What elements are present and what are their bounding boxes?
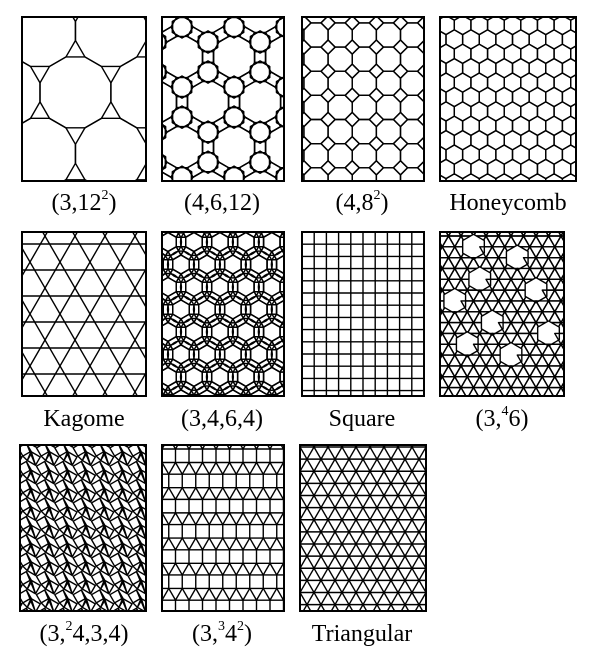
- caption-4-6-12: (4,6,12): [184, 190, 260, 216]
- tiling-panel-3-3-4-2: [161, 444, 285, 612]
- panel-frame: [161, 231, 285, 397]
- tiling-panel-honeycomb: [439, 16, 577, 182]
- caption-3-4-6: (3,46): [475, 404, 529, 433]
- tiling-panel-3-4-6: [439, 231, 565, 397]
- caption-kagome: Kagome: [43, 406, 125, 432]
- panel-frame: [439, 231, 565, 397]
- panel-frame: [439, 16, 577, 182]
- panel-frame: [299, 444, 427, 612]
- tiling-panel-triangular: [299, 444, 427, 612]
- caption-3-2-4-3-4: (3,24,3,4): [39, 619, 129, 648]
- panel-frame: [301, 16, 425, 182]
- caption-honeycomb: Honeycomb: [449, 190, 567, 216]
- panel-frame: [21, 16, 147, 182]
- tiling-panel-3-2-4-3-4: [19, 444, 147, 612]
- panel-frame: [21, 231, 147, 397]
- tiling-panel-4-6-12: [161, 16, 285, 182]
- tiling-panel-kagome: [21, 231, 147, 397]
- caption-square: Square: [328, 406, 396, 432]
- caption-3-12-2: (3,122): [51, 188, 117, 217]
- panel-frame: [301, 231, 425, 397]
- panel-frame: [19, 444, 147, 612]
- tiling-panel-4-8-2: [301, 16, 425, 182]
- caption-4-8-2: (4,82): [335, 188, 389, 217]
- caption-3-4-6-4: (3,4,6,4): [181, 406, 263, 432]
- caption-triangular: Triangular: [311, 621, 413, 647]
- panel-frame: [161, 16, 285, 182]
- panel-frame: [161, 444, 285, 612]
- tiling-panel-3-4-6-4: [161, 231, 285, 397]
- tiling-panel-square: [301, 231, 425, 397]
- tiling-panel-3-12-2: [21, 16, 147, 182]
- caption-3-3-4-2: (3,342): [192, 619, 252, 648]
